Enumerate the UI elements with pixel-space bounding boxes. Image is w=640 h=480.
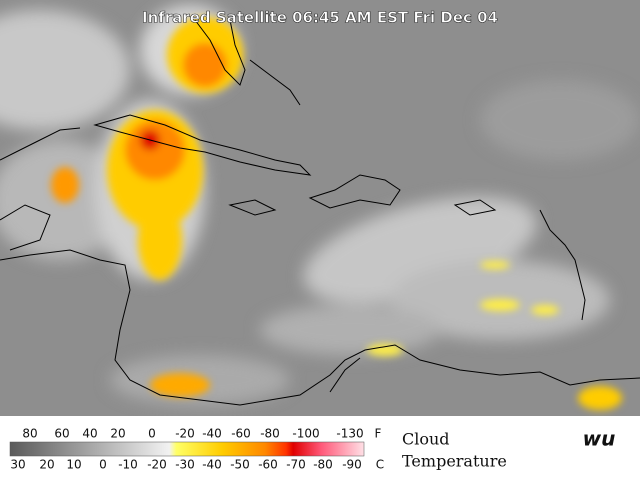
fahrenheit-label: 80 — [22, 427, 37, 441]
celsius-label: -20 — [147, 458, 167, 472]
celsius-label: -80 — [313, 458, 333, 472]
legend-caption: Cloud — [402, 430, 450, 449]
fahrenheit-label: -130 — [336, 427, 363, 441]
fahrenheit-label: -20 — [175, 427, 195, 441]
celsius-label: 10 — [66, 458, 81, 472]
celsius-label: -50 — [230, 458, 250, 472]
celsius-label: 30 — [10, 458, 25, 472]
celsius-label: -10 — [118, 458, 138, 472]
celsius-label: -40 — [202, 458, 222, 472]
fahrenheit-label: 60 — [54, 427, 69, 441]
fahrenheit-label: -80 — [260, 427, 280, 441]
legend: F C Cloud Temperature wu 80 60 40 20 0 -20 -40… — [0, 416, 640, 480]
fahrenheit-label: -60 — [231, 427, 251, 441]
logo: wu — [583, 427, 616, 451]
celsius-label: -30 — [175, 458, 195, 472]
celsius-label: -60 — [258, 458, 278, 472]
fahrenheit-label: -100 — [292, 427, 319, 441]
map-title: Infrared Satellite 06:45 AM EST Fri Dec … — [142, 9, 498, 27]
fahrenheit-label: 40 — [82, 427, 97, 441]
color-scale — [9, 441, 365, 457]
celsius-label: -90 — [342, 458, 362, 472]
celsius-label: 0 — [99, 458, 107, 472]
logo-box — [576, 424, 626, 452]
satellite-map: Infrared Satellite 06:45 AM EST Fri Dec … — [0, 0, 640, 416]
fahrenheit-label: 20 — [110, 427, 125, 441]
fahrenheit-unit: F — [375, 427, 382, 441]
legend-caption: Temperature — [402, 452, 507, 471]
celsius-label: -70 — [286, 458, 306, 472]
celsius-label: 20 — [39, 458, 54, 472]
celsius-unit: C — [376, 458, 384, 472]
cold-cloud-tops — [51, 17, 622, 410]
fahrenheit-label: 0 — [148, 427, 156, 441]
coastlines — [0, 19, 640, 406]
fahrenheit-label: -40 — [202, 427, 222, 441]
